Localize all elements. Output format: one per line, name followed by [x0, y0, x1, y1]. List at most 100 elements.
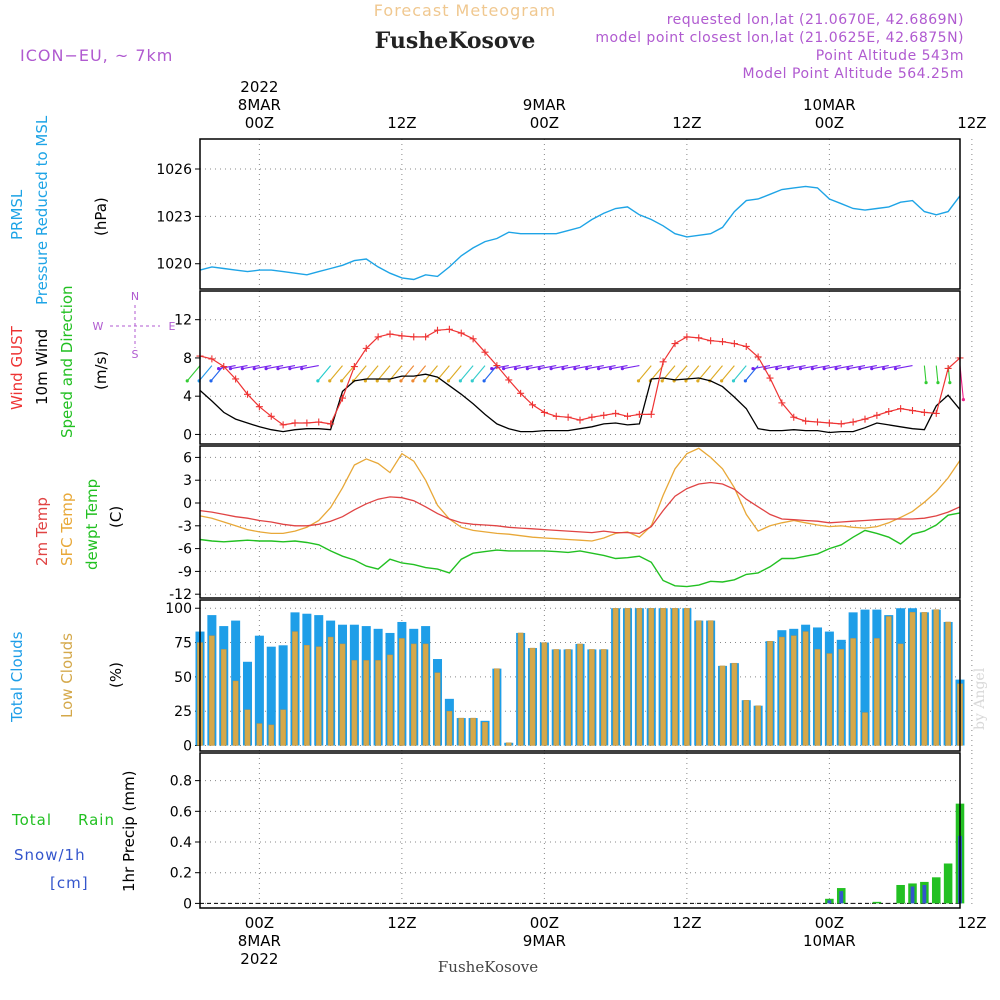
rain-bar — [931, 877, 941, 904]
y-tick-label: 0 — [183, 496, 192, 512]
gust-point — [624, 412, 631, 420]
temp-dew-label: dewpt Temp — [83, 479, 101, 570]
low-cloud-bar — [339, 643, 346, 746]
low-cloud-bar — [779, 636, 785, 746]
low-cloud-bar — [577, 643, 583, 746]
wind-barb — [812, 365, 830, 370]
wind-barb — [935, 365, 939, 383]
wind-barb — [254, 365, 272, 370]
bottom-time-label: 00Z — [815, 914, 844, 932]
low-cloud-bar — [553, 649, 560, 746]
wind-gust-label: Wind GUST — [8, 325, 26, 410]
top-time-label: 10MAR — [803, 96, 856, 114]
low-cloud-bar — [921, 612, 928, 746]
wind-barb — [329, 365, 343, 382]
meteogram-title: Forecast Meteogram — [374, 1, 556, 20]
wind-barb-head — [316, 379, 320, 383]
y-tick-label: 1023 — [156, 209, 192, 225]
low-cloud-bar — [422, 643, 429, 746]
low-cloud-bar — [505, 742, 512, 746]
precipitation-panel: 0 0.2 0.4 0.6 0.8 — [170, 752, 973, 912]
y-tick-label: 100 — [165, 601, 192, 617]
total-cloud-bar — [860, 609, 870, 746]
gust-point — [552, 412, 560, 420]
gust-point — [398, 332, 406, 340]
low-cloud-bar — [636, 608, 643, 746]
pressure-panel: 1020 1023 1026 — [156, 138, 973, 290]
top-time-label: 9MAR — [523, 96, 566, 114]
bottom-time-label: 12Z — [957, 914, 986, 932]
rain-bar — [896, 884, 905, 904]
low-cloud-bar — [909, 612, 916, 746]
gust-point — [540, 408, 548, 416]
bottom-time-label: 8MAR — [238, 932, 281, 950]
wind-barb — [562, 365, 581, 370]
low-cloud-bar — [933, 609, 940, 746]
low-cloud-bar — [600, 649, 607, 746]
gust-point — [350, 363, 358, 371]
wind-barb — [364, 365, 379, 382]
precip-cm-label: [cm] — [50, 874, 89, 892]
gust-point — [742, 342, 750, 350]
total-cloud-bar — [254, 635, 264, 746]
y-tick-label: 0 — [183, 896, 192, 912]
gust-point — [814, 418, 821, 426]
wind-barb — [186, 365, 201, 382]
low-cloud-bar — [767, 640, 773, 746]
pressure-unit: (hPa) — [92, 197, 110, 236]
point-altitude: Point Altitude 543m — [816, 48, 964, 64]
wind-barb — [277, 365, 296, 370]
gust-point — [695, 334, 703, 342]
wind-barb-head — [525, 367, 529, 371]
gust-point — [754, 353, 762, 361]
wind-barb — [491, 365, 509, 370]
gust-point — [600, 411, 608, 419]
gust-point — [671, 340, 679, 348]
wind-barb-head — [288, 367, 292, 371]
clouds-unit: (%) — [107, 662, 125, 688]
wind-barb-head — [340, 379, 344, 383]
wind-barb — [800, 365, 818, 370]
wind-barb — [459, 365, 474, 382]
compass-w: W — [93, 320, 104, 333]
low-cloud-bar — [446, 710, 453, 746]
gust-point — [766, 374, 774, 382]
wind-barb — [574, 365, 592, 370]
y-tick-label: 8 — [183, 351, 192, 367]
y-tick-label: 12 — [174, 313, 192, 329]
gust-point — [362, 344, 370, 352]
wind-barb — [721, 365, 735, 382]
wind-barb-head — [375, 379, 379, 383]
clouds-panel: 0 25 50 75 100 — [165, 599, 973, 755]
top-year-label: 2022 — [240, 78, 278, 96]
wind-barb-head — [597, 367, 601, 371]
low-cloud-bar — [838, 649, 845, 746]
wind-barb-head — [549, 367, 553, 371]
low-cloud-bar — [434, 672, 441, 746]
wind-barb — [764, 365, 782, 370]
wind-barb-head — [620, 367, 624, 371]
y-tick-label: 50 — [174, 670, 192, 686]
gust-point — [802, 417, 810, 425]
low-cloud-bar — [862, 712, 868, 746]
compass-n: N — [131, 290, 139, 303]
top-time-label: 8MAR — [238, 96, 281, 114]
rain-bar — [943, 863, 953, 904]
low-cloud-bar — [470, 717, 476, 746]
low-cloud-bar — [244, 709, 251, 746]
low-cloud-bar — [731, 662, 738, 746]
gust-point — [707, 337, 715, 345]
wind-barb-head — [561, 367, 565, 371]
low-cloud-bar — [660, 608, 666, 746]
total-cloud-bar — [266, 646, 276, 746]
gust-point — [267, 412, 275, 420]
panel-frame — [199, 290, 961, 445]
y-tick-label: 3 — [183, 473, 192, 489]
total-cloud-bar — [242, 661, 253, 746]
wind-barb-head — [423, 379, 427, 383]
low-cloud-bar — [280, 709, 286, 746]
wind-barb — [242, 365, 260, 370]
low-cloud-bar — [684, 608, 690, 746]
